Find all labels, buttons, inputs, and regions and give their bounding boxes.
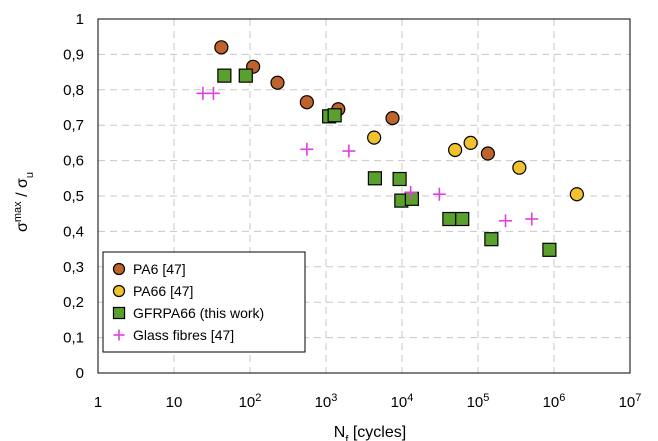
x-axis-ticks: 1 10 102 103 104 105 106 107 bbox=[94, 392, 642, 411]
gfrpa66-this-work-point bbox=[484, 232, 499, 247]
gfrpa66-this-work-point bbox=[238, 68, 253, 83]
pa6-47-point bbox=[270, 75, 285, 90]
x-tick-label: 103 bbox=[315, 392, 338, 411]
pa66-47-point bbox=[569, 187, 584, 202]
pa6-47-point bbox=[480, 146, 496, 161]
y-tick-label: 1 bbox=[76, 11, 84, 28]
glass-fibres-47-point bbox=[404, 185, 418, 199]
glass-fibres-47-point bbox=[525, 212, 539, 226]
y-tick-label: 0,9 bbox=[63, 46, 84, 63]
x-tick-label: 105 bbox=[467, 392, 490, 411]
legend-marker bbox=[112, 306, 126, 320]
glass-fibres-47-point bbox=[432, 187, 446, 201]
x-tick-label: 104 bbox=[391, 392, 414, 411]
y-tick-label: 0,5 bbox=[63, 188, 84, 205]
y-tick-label: 0,8 bbox=[63, 82, 84, 99]
gfrpa66-this-work-point bbox=[442, 211, 457, 227]
pa6-47-point bbox=[214, 40, 229, 55]
legend-marker bbox=[113, 329, 125, 341]
glass-fibres-47-point bbox=[342, 144, 356, 158]
data-points bbox=[196, 40, 584, 257]
gfrpa66-this-work-point bbox=[542, 242, 557, 257]
y-axis-label: σmax / σu bbox=[12, 172, 36, 232]
legend-marker bbox=[112, 262, 126, 276]
legend: PA6 [47] PA66 [47] GFRPA66 (this work) Glas… bbox=[102, 251, 306, 353]
y-tick-label: 0,1 bbox=[63, 330, 84, 347]
pa66-47-point bbox=[512, 160, 527, 175]
y-tick-label: 0,6 bbox=[63, 153, 84, 170]
pa66-47-point bbox=[463, 135, 478, 150]
y-axis-ticks: 0 0,1 0,2 0,3 0,4 0,5 0,6 0,7 0,8 0,9 1 bbox=[63, 11, 84, 382]
y-tick-label: 0,7 bbox=[63, 117, 84, 134]
gfrpa66-this-work-point bbox=[367, 171, 383, 186]
x-tick-label: 10 bbox=[166, 394, 183, 411]
gfrpa66-this-work-point bbox=[404, 191, 420, 206]
y-tick-label: 0,2 bbox=[63, 294, 84, 311]
legend-label: PA6 [47] bbox=[133, 261, 186, 277]
plot-area-frame bbox=[97, 18, 631, 374]
x-tick-label: 107 bbox=[619, 392, 642, 411]
x-tick-label: 106 bbox=[543, 392, 566, 411]
legend-label: PA66 [47] bbox=[133, 283, 193, 299]
legend-box bbox=[102, 251, 306, 353]
glass-fibres-47-point bbox=[206, 86, 220, 100]
x-axis-label: Nf [cycles] bbox=[334, 424, 406, 441]
pa66-47-point bbox=[448, 142, 463, 158]
pa6-47-point bbox=[385, 111, 400, 126]
legend-label: GFRPA66 (this work) bbox=[133, 305, 264, 321]
gfrpa66-this-work-point bbox=[217, 68, 232, 83]
y-tick-label: 0 bbox=[76, 365, 84, 382]
x-tick-label: 1 bbox=[94, 394, 102, 411]
legend-marker bbox=[112, 284, 126, 298]
glass-fibres-47-point bbox=[300, 142, 314, 156]
gfrpa66-this-work-point bbox=[392, 171, 407, 187]
gfrpa66-this-work-point bbox=[327, 108, 342, 123]
y-tick-label: 0,4 bbox=[63, 223, 84, 240]
glass-fibres-47-point bbox=[498, 214, 512, 228]
pa66-47-point bbox=[367, 130, 382, 145]
y-tick-label: 0,3 bbox=[63, 259, 84, 276]
x-tick-label: 102 bbox=[239, 392, 262, 411]
legend-label: Glass fibres [47] bbox=[133, 327, 234, 343]
pa6-47-point bbox=[299, 95, 314, 110]
gfrpa66-this-work-point bbox=[455, 211, 470, 227]
